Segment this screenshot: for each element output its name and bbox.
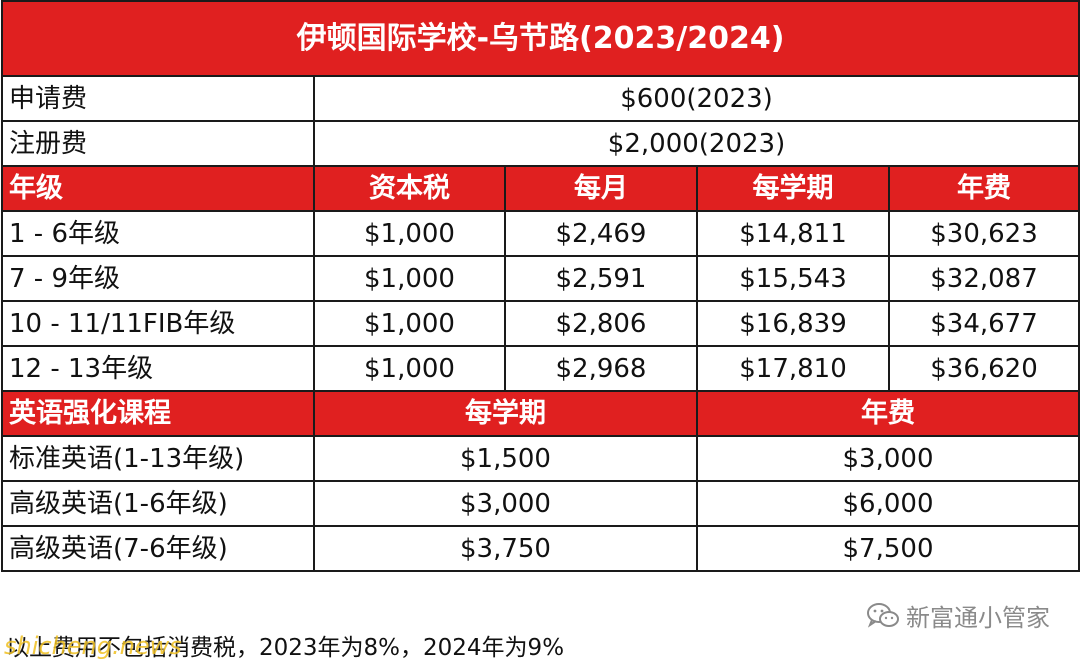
- monthly-cell: $2,469: [504, 210, 698, 257]
- grade-cell: 12 - 13年级: [1, 345, 315, 392]
- grade-cell: 7 - 9年级: [1, 255, 315, 302]
- header-english-annual: 年费: [695, 390, 1080, 437]
- annual-cell: $6,000: [695, 480, 1080, 527]
- grade-cell: 10 - 11/11FIB年级: [1, 300, 315, 347]
- annual-cell: $7,500: [695, 525, 1080, 572]
- capital-tax-cell: $1,000: [313, 345, 506, 392]
- per-term-cell: $17,810: [696, 345, 890, 392]
- table-row: 1 - 6年级 $1,000 $2,469 $14,811 $30,623: [1, 210, 1080, 257]
- table-row: 标准英语(1-13年级) $1,500 $3,000: [1, 435, 1080, 482]
- fee-row: 申请费 $600(2023): [1, 75, 1080, 122]
- course-cell: 标准英语(1-13年级): [1, 435, 315, 482]
- grade-cell: 1 - 6年级: [1, 210, 315, 257]
- monthly-cell: $2,591: [504, 255, 698, 302]
- fee-value: $2,000(2023): [312, 120, 1080, 167]
- header-annual: 年费: [887, 165, 1080, 212]
- source-watermark: shicheng.news: [4, 632, 182, 660]
- annual-cell: $34,677: [887, 300, 1080, 347]
- fee-table: 伊顿国际学校-乌节路(2023/2024) 申请费 $600(2023) 注册费…: [0, 0, 1080, 572]
- annual-cell: $30,623: [887, 210, 1080, 257]
- annual-cell: $36,620: [887, 345, 1080, 392]
- english-header-row: 英语强化课程 每学期 年费: [1, 390, 1080, 437]
- capital-tax-cell: $1,000: [313, 255, 506, 302]
- fee-label: 注册费: [1, 120, 315, 167]
- table-row: 12 - 13年级 $1,000 $2,968 $17,810 $36,620: [1, 345, 1080, 392]
- footnote: 以上费用不包括消费税，2023年为8%，2024年为9%: [6, 635, 565, 661]
- table-row: 7 - 9年级 $1,000 $2,591 $15,543 $32,087: [1, 255, 1080, 302]
- table-title: 伊顿国际学校-乌节路(2023/2024): [0, 0, 1080, 77]
- annual-cell: $3,000: [695, 435, 1080, 482]
- title-row: 伊顿国际学校-乌节路(2023/2024): [0, 0, 1080, 77]
- per-term-cell: $15,543: [696, 255, 890, 302]
- header-capital-tax: 资本税: [313, 165, 506, 212]
- per-term-cell: $3,000: [313, 480, 698, 527]
- header-grade: 年级: [1, 165, 315, 212]
- per-term-cell: $14,811: [696, 210, 890, 257]
- header-per-term: 每学期: [696, 165, 890, 212]
- wechat-icon: [866, 602, 900, 630]
- per-term-cell: $1,500: [313, 435, 698, 482]
- course-cell: 高级英语(7-6年级): [1, 525, 315, 572]
- table-row: 高级英语(7-6年级) $3,750 $7,500: [1, 525, 1080, 572]
- fee-label: 申请费: [1, 75, 315, 122]
- brand-watermark: 新富通小管家: [866, 598, 1050, 633]
- annual-cell: $32,087: [887, 255, 1080, 302]
- monthly-cell: $2,968: [504, 345, 698, 392]
- course-cell: 高级英语(1-6年级): [1, 480, 315, 527]
- fee-row: 注册费 $2,000(2023): [1, 120, 1080, 167]
- header-english-course: 英语强化课程: [1, 390, 315, 437]
- grade-header-row: 年级 资本税 每月 每学期 年费: [1, 165, 1080, 212]
- header-english-per-term: 每学期: [313, 390, 698, 437]
- brand-name: 新富通小管家: [906, 604, 1050, 632]
- per-term-cell: $3,750: [313, 525, 698, 572]
- table-row: 10 - 11/11FIB年级 $1,000 $2,806 $16,839 $3…: [1, 300, 1080, 347]
- header-monthly: 每月: [504, 165, 698, 212]
- capital-tax-cell: $1,000: [313, 300, 506, 347]
- fee-sheet: 伊顿国际学校-乌节路(2023/2024) 申请费 $600(2023) 注册费…: [0, 0, 1080, 572]
- fee-value: $600(2023): [312, 75, 1080, 122]
- table-row: 高级英语(1-6年级) $3,000 $6,000: [1, 480, 1080, 527]
- per-term-cell: $16,839: [696, 300, 890, 347]
- capital-tax-cell: $1,000: [313, 210, 506, 257]
- monthly-cell: $2,806: [504, 300, 698, 347]
